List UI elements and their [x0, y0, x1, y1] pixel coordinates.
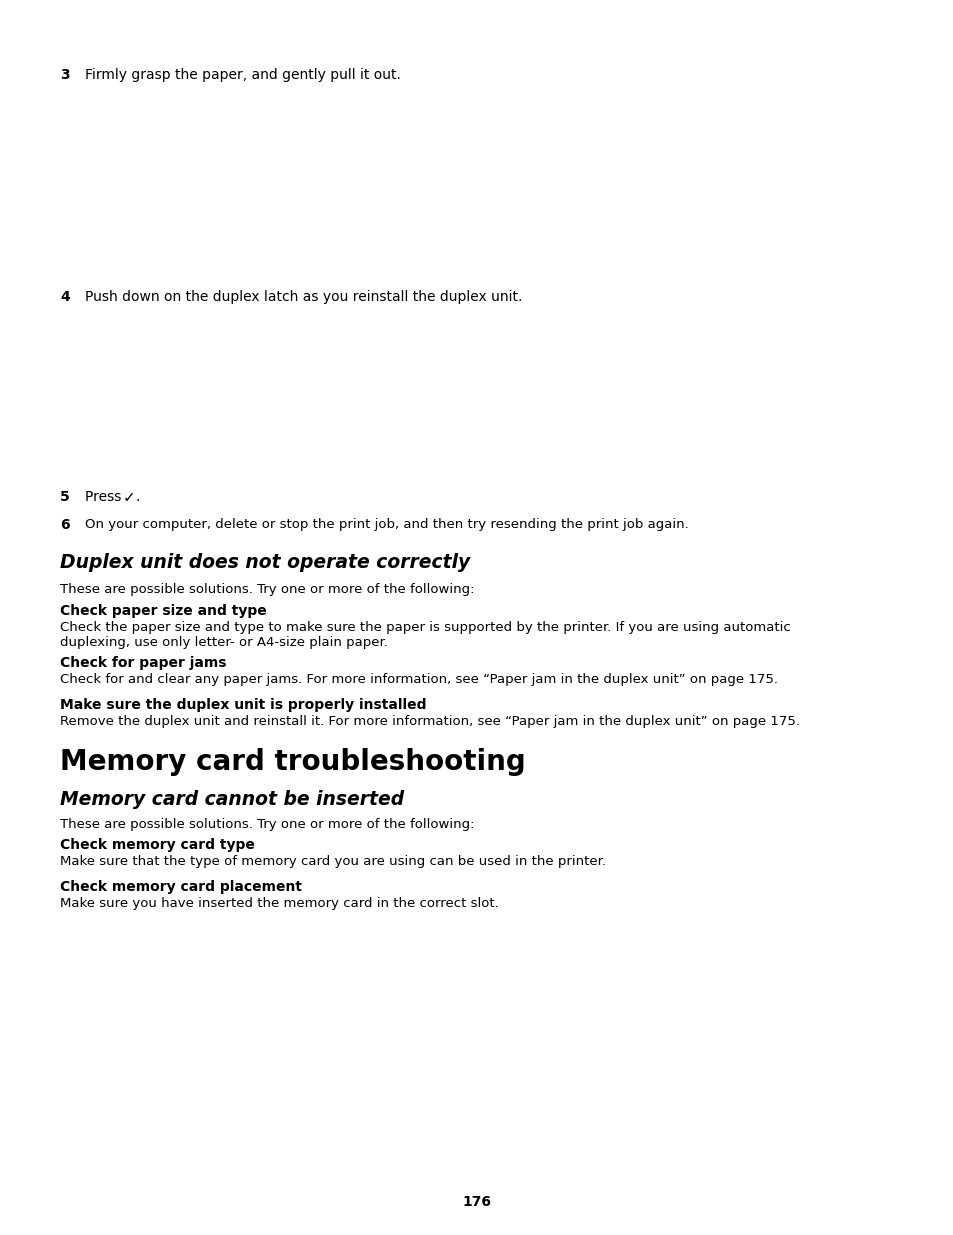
Text: Make sure you have inserted the memory card in the correct slot.: Make sure you have inserted the memory c…: [60, 897, 498, 910]
Text: On your computer, delete or stop the print job, and then try resending the print: On your computer, delete or stop the pri…: [85, 517, 688, 531]
Text: These are possible solutions. Try one or more of the following:: These are possible solutions. Try one or…: [60, 583, 474, 597]
Text: Check paper size and type: Check paper size and type: [60, 604, 267, 618]
Text: Remove the duplex unit and reinstall it. For more information, see “Paper jam in: Remove the duplex unit and reinstall it.…: [60, 715, 800, 727]
Text: Check for and clear any paper jams. For more information, see “Paper jam in the : Check for and clear any paper jams. For …: [60, 673, 778, 685]
Text: Make sure the duplex unit is properly installed: Make sure the duplex unit is properly in…: [60, 698, 426, 713]
Text: These are possible solutions. Try one or more of the following:: These are possible solutions. Try one or…: [60, 818, 474, 831]
Text: .: .: [136, 490, 140, 504]
Text: 4: 4: [60, 290, 70, 304]
Text: 5: 5: [60, 490, 70, 504]
Text: Press: Press: [85, 490, 126, 504]
Bar: [310, 310, 569, 475]
Bar: [310, 90, 569, 280]
Text: Check memory card placement: Check memory card placement: [60, 881, 302, 894]
Text: 3: 3: [60, 68, 70, 82]
Text: Memory card troubleshooting: Memory card troubleshooting: [60, 748, 525, 776]
Text: Push down on the duplex latch as you reinstall the duplex unit.: Push down on the duplex latch as you rei…: [85, 290, 522, 304]
Text: 176: 176: [462, 1195, 491, 1209]
Text: Memory card cannot be inserted: Memory card cannot be inserted: [60, 790, 404, 809]
Text: Firmly grasp the paper, and gently pull it out.: Firmly grasp the paper, and gently pull …: [85, 68, 400, 82]
Text: Check the paper size and type to make sure the paper is supported by the printer: Check the paper size and type to make su…: [60, 621, 790, 650]
Text: Check memory card type: Check memory card type: [60, 839, 254, 852]
Text: ✓: ✓: [123, 490, 135, 505]
Text: Check for paper jams: Check for paper jams: [60, 656, 226, 671]
Text: Make sure that the type of memory card you are using can be used in the printer.: Make sure that the type of memory card y…: [60, 855, 605, 868]
Text: Duplex unit does not operate correctly: Duplex unit does not operate correctly: [60, 553, 470, 572]
Text: 6: 6: [60, 517, 70, 532]
